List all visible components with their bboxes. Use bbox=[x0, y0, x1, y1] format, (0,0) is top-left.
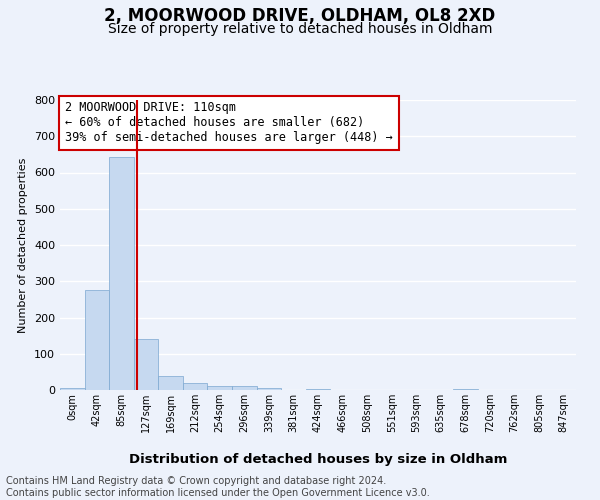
Text: Size of property relative to detached houses in Oldham: Size of property relative to detached ho… bbox=[108, 22, 492, 36]
Bar bbox=[257, 388, 281, 390]
Bar bbox=[85, 290, 109, 390]
Bar bbox=[134, 339, 158, 390]
Bar bbox=[232, 386, 257, 390]
Bar bbox=[453, 389, 478, 390]
Bar bbox=[109, 157, 134, 390]
Bar bbox=[60, 388, 85, 390]
Bar bbox=[306, 388, 330, 390]
Y-axis label: Number of detached properties: Number of detached properties bbox=[19, 158, 28, 332]
Bar bbox=[208, 386, 232, 390]
Text: 2, MOORWOOD DRIVE, OLDHAM, OL8 2XD: 2, MOORWOOD DRIVE, OLDHAM, OL8 2XD bbox=[104, 8, 496, 26]
Bar bbox=[158, 376, 183, 390]
Text: 2 MOORWOOD DRIVE: 110sqm
← 60% of detached houses are smaller (682)
39% of semi-: 2 MOORWOOD DRIVE: 110sqm ← 60% of detach… bbox=[65, 102, 393, 144]
Bar bbox=[183, 383, 208, 390]
Text: Contains HM Land Registry data © Crown copyright and database right 2024.
Contai: Contains HM Land Registry data © Crown c… bbox=[6, 476, 430, 498]
Text: Distribution of detached houses by size in Oldham: Distribution of detached houses by size … bbox=[129, 452, 507, 466]
